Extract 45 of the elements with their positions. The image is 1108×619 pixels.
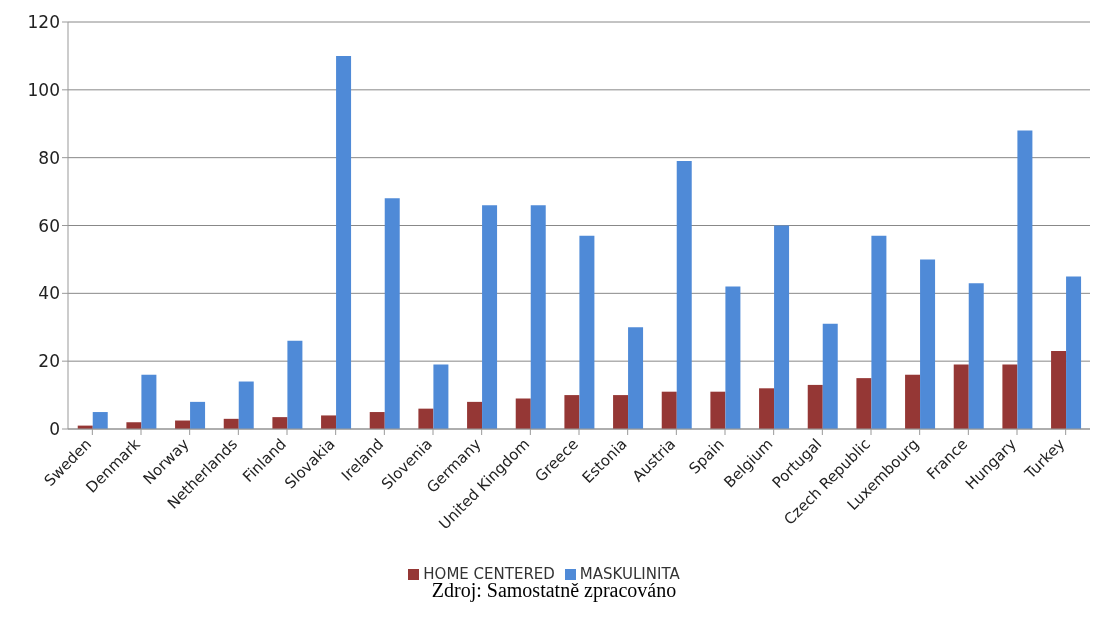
bar [1017,130,1033,429]
bar [287,340,303,429]
y-tick-label: 0 [49,419,60,440]
bar [467,401,483,429]
bar [92,412,108,429]
y-tick-label: 20 [38,351,60,372]
bar [482,205,498,429]
bar [905,374,921,429]
bar [920,259,936,429]
bar [628,327,644,429]
bar [190,401,206,429]
bar [141,374,157,429]
bar [676,161,692,429]
bar [336,55,352,429]
bar [807,384,823,429]
y-tick-label: 120 [27,12,60,33]
bar [725,286,741,429]
bar [710,391,726,429]
bar [579,235,595,429]
bar [530,205,546,429]
bar [238,381,254,429]
bar [871,235,887,429]
bar [822,323,838,429]
bar [1066,276,1082,429]
bar [369,412,385,429]
bar [418,408,434,429]
bar [384,198,400,429]
bar [774,225,790,429]
bar [613,395,629,429]
bar [1051,350,1067,429]
bar [759,388,775,429]
y-tick-label: 40 [38,283,60,304]
bar [1002,364,1018,429]
bar [953,364,969,429]
y-tick-label: 80 [38,147,60,168]
bar [856,378,872,429]
bar [321,415,337,429]
y-tick-label: 100 [27,79,60,100]
bar [515,398,531,429]
bar [661,391,677,429]
bar [433,364,449,429]
bar [272,417,288,429]
bar [564,395,580,429]
y-tick-label: 60 [38,215,60,236]
bar [968,283,984,429]
